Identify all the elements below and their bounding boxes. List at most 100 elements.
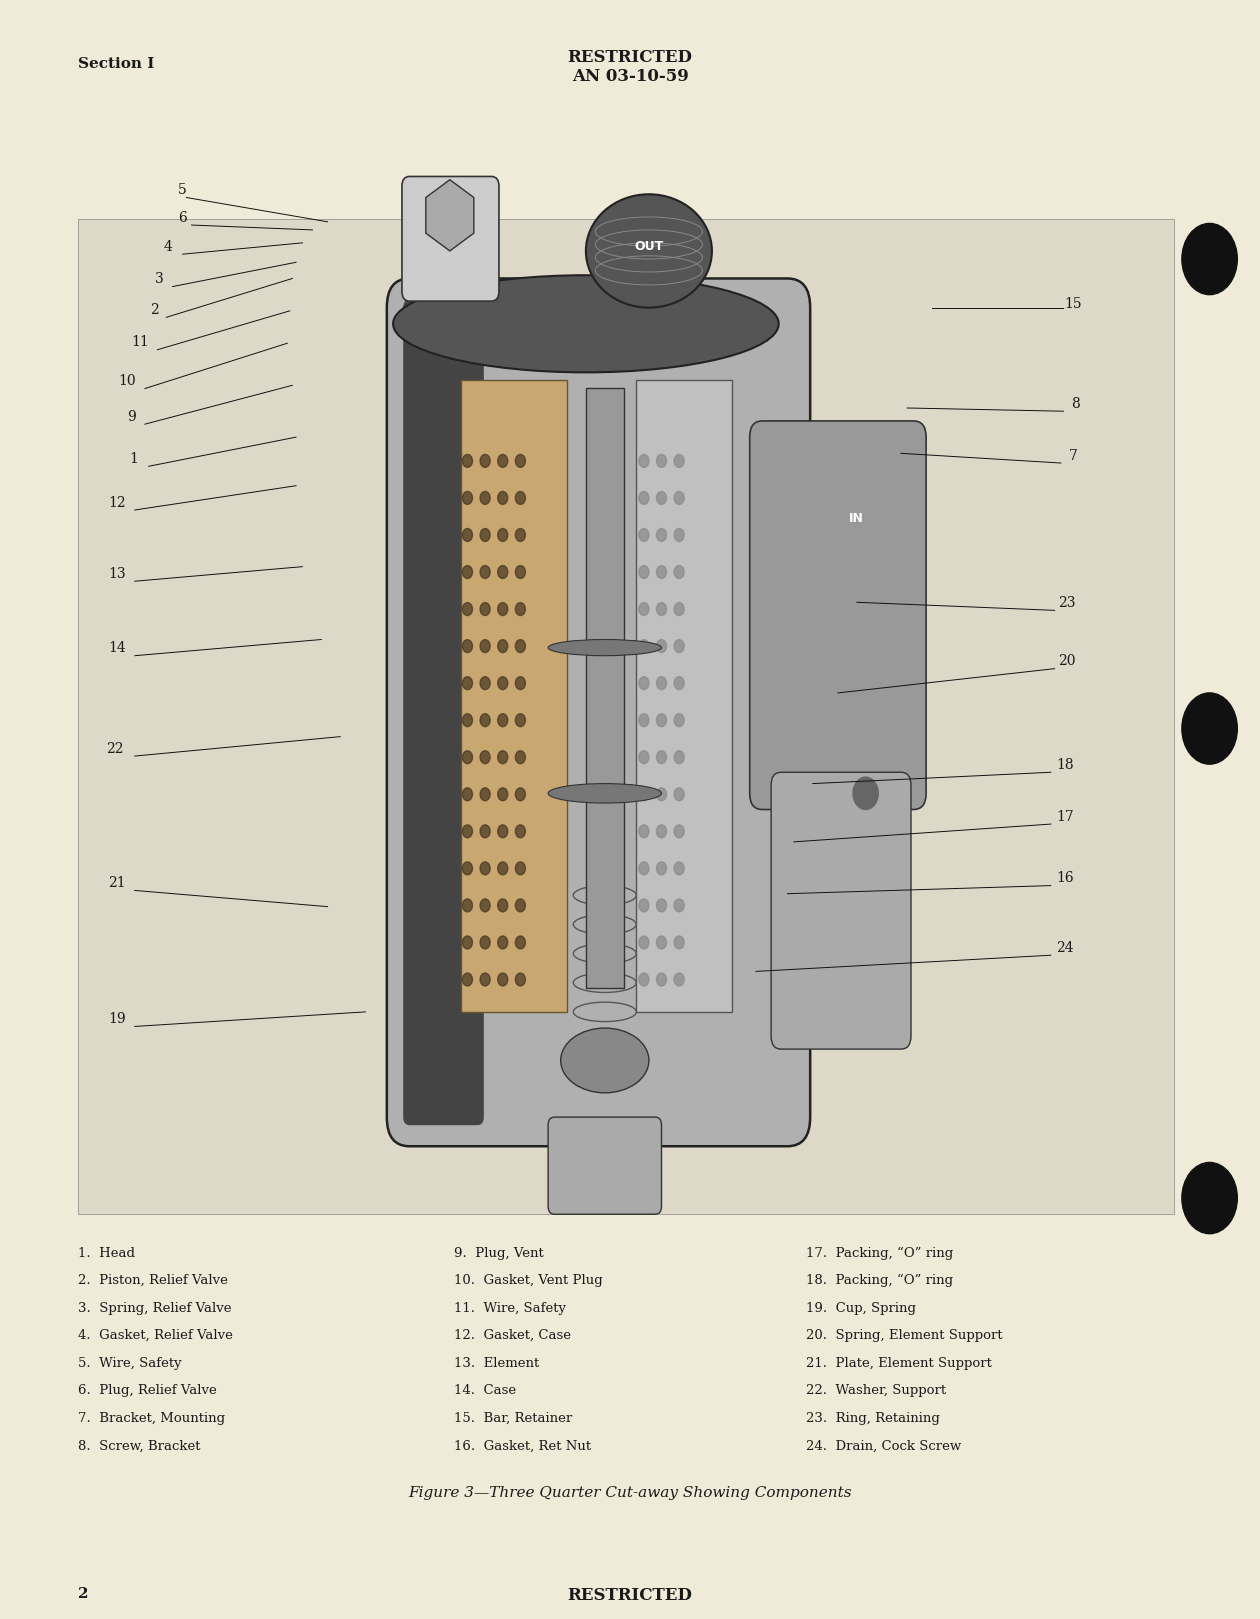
- Circle shape: [462, 640, 472, 652]
- Circle shape: [674, 714, 684, 727]
- Circle shape: [656, 861, 667, 874]
- Circle shape: [498, 824, 508, 837]
- Text: 4.  Gasket, Relief Valve: 4. Gasket, Relief Valve: [78, 1329, 233, 1342]
- Circle shape: [515, 788, 525, 801]
- Text: 6: 6: [178, 210, 186, 225]
- Text: 17: 17: [1056, 810, 1074, 824]
- Circle shape: [480, 565, 490, 578]
- Circle shape: [1182, 1162, 1237, 1234]
- Text: 2.  Piston, Relief Valve: 2. Piston, Relief Valve: [78, 1274, 228, 1287]
- Circle shape: [462, 455, 472, 468]
- Circle shape: [639, 677, 649, 690]
- Circle shape: [480, 714, 490, 727]
- Text: 12.  Gasket, Case: 12. Gasket, Case: [454, 1329, 571, 1342]
- Text: 19.  Cup, Spring: 19. Cup, Spring: [806, 1302, 916, 1315]
- Circle shape: [480, 528, 490, 541]
- Circle shape: [1182, 223, 1237, 295]
- Circle shape: [639, 973, 649, 986]
- Circle shape: [674, 936, 684, 949]
- Circle shape: [462, 936, 472, 949]
- Circle shape: [639, 824, 649, 837]
- Circle shape: [498, 565, 508, 578]
- Text: 17.  Packing, “O” ring: 17. Packing, “O” ring: [806, 1247, 954, 1260]
- Circle shape: [674, 492, 684, 505]
- Text: 15.  Bar, Retainer: 15. Bar, Retainer: [454, 1412, 572, 1425]
- Bar: [636, 380, 732, 1012]
- Circle shape: [656, 936, 667, 949]
- Text: RESTRICTED: RESTRICTED: [567, 1587, 693, 1604]
- Circle shape: [639, 936, 649, 949]
- Text: 13.  Element: 13. Element: [454, 1357, 539, 1370]
- Circle shape: [462, 565, 472, 578]
- Circle shape: [480, 455, 490, 468]
- Text: 1: 1: [130, 452, 139, 466]
- Circle shape: [515, 936, 525, 949]
- Circle shape: [674, 788, 684, 801]
- Circle shape: [480, 751, 490, 764]
- Circle shape: [498, 714, 508, 727]
- Text: 22: 22: [106, 742, 123, 756]
- Circle shape: [515, 861, 525, 874]
- Circle shape: [639, 751, 649, 764]
- Circle shape: [480, 602, 490, 615]
- Text: 10.  Gasket, Vent Plug: 10. Gasket, Vent Plug: [454, 1274, 602, 1287]
- FancyBboxPatch shape: [402, 176, 499, 301]
- Circle shape: [639, 455, 649, 468]
- Circle shape: [498, 455, 508, 468]
- Ellipse shape: [393, 275, 779, 372]
- Ellipse shape: [586, 194, 712, 308]
- Circle shape: [674, 528, 684, 541]
- Text: RESTRICTED: RESTRICTED: [567, 49, 693, 66]
- Circle shape: [498, 899, 508, 911]
- Circle shape: [462, 492, 472, 505]
- Circle shape: [656, 899, 667, 911]
- Text: 11: 11: [131, 335, 149, 350]
- Text: 18.  Packing, “O” ring: 18. Packing, “O” ring: [806, 1274, 954, 1287]
- Bar: [78, 219, 1174, 1214]
- Circle shape: [674, 640, 684, 652]
- Circle shape: [515, 677, 525, 690]
- Circle shape: [515, 640, 525, 652]
- Circle shape: [480, 973, 490, 986]
- Circle shape: [515, 565, 525, 578]
- Circle shape: [656, 973, 667, 986]
- Circle shape: [498, 528, 508, 541]
- Text: 11.  Wire, Safety: 11. Wire, Safety: [454, 1302, 566, 1315]
- Circle shape: [480, 936, 490, 949]
- Text: 7: 7: [1068, 448, 1077, 463]
- Circle shape: [498, 640, 508, 652]
- Circle shape: [515, 714, 525, 727]
- Circle shape: [656, 602, 667, 615]
- Circle shape: [674, 824, 684, 837]
- Circle shape: [515, 455, 525, 468]
- Circle shape: [656, 788, 667, 801]
- Ellipse shape: [548, 640, 662, 656]
- Circle shape: [656, 714, 667, 727]
- Circle shape: [656, 492, 667, 505]
- Circle shape: [674, 455, 684, 468]
- FancyBboxPatch shape: [771, 772, 911, 1049]
- Text: 5: 5: [178, 183, 186, 198]
- Circle shape: [656, 565, 667, 578]
- Circle shape: [462, 899, 472, 911]
- Circle shape: [1182, 693, 1237, 764]
- Circle shape: [515, 899, 525, 911]
- Circle shape: [480, 677, 490, 690]
- Text: 5.  Wire, Safety: 5. Wire, Safety: [78, 1357, 181, 1370]
- Circle shape: [656, 528, 667, 541]
- Text: 16.  Gasket, Ret Nut: 16. Gasket, Ret Nut: [454, 1439, 591, 1452]
- Circle shape: [639, 602, 649, 615]
- Bar: [461, 380, 567, 1012]
- FancyBboxPatch shape: [403, 300, 484, 1125]
- Circle shape: [639, 714, 649, 727]
- Circle shape: [498, 861, 508, 874]
- Circle shape: [498, 602, 508, 615]
- Text: 8.  Screw, Bracket: 8. Screw, Bracket: [78, 1439, 200, 1452]
- Text: IN: IN: [849, 512, 864, 525]
- Circle shape: [674, 602, 684, 615]
- Text: AN 03-10-59: AN 03-10-59: [572, 68, 688, 86]
- Circle shape: [498, 788, 508, 801]
- Text: 14.  Case: 14. Case: [454, 1384, 515, 1397]
- Circle shape: [639, 788, 649, 801]
- Circle shape: [674, 973, 684, 986]
